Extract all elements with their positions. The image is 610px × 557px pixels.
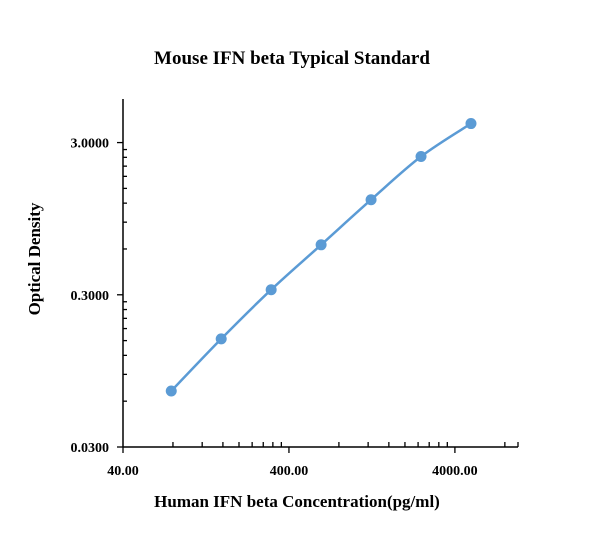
data-point [365, 194, 377, 206]
data-point [315, 239, 327, 251]
y-tick-label: 0.3000 [71, 289, 110, 304]
x-tick-label: 4000.00 [432, 464, 478, 479]
data-point [265, 284, 277, 296]
axes: 40.00 400.00 4000.00 0.0300 0.3000 3.0000 [71, 99, 519, 479]
plot-area [165, 118, 477, 397]
x-tick-label: 40.00 [107, 464, 139, 479]
data-point [465, 118, 477, 130]
x-axis-label: Human IFN beta Concentration(pg/ml) [154, 492, 440, 511]
chart-title: Mouse IFN beta Typical Standard [154, 48, 430, 69]
data-point [165, 385, 177, 397]
y-axis-label: Optical Density [25, 202, 44, 315]
series-line [170, 122, 472, 392]
data-point [415, 151, 427, 163]
y-tick-label: 0.0300 [71, 441, 110, 456]
y-tick-label: 3.0000 [71, 137, 110, 152]
data-point [215, 333, 227, 345]
x-tick-label: 400.00 [270, 464, 309, 479]
